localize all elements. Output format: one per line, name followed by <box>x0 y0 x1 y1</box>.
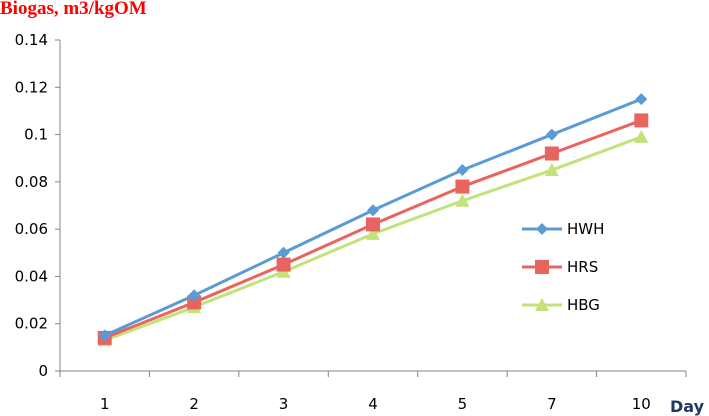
y-tick-label: 0.02 <box>15 315 48 333</box>
series-hwh <box>98 93 648 342</box>
x-tick-label: 7 <box>547 395 557 413</box>
data-point <box>634 129 649 143</box>
data-point <box>455 193 470 207</box>
legend-label: HWH <box>567 220 604 238</box>
data-point <box>188 289 201 302</box>
data-point <box>544 163 559 177</box>
data-point <box>187 295 202 310</box>
legend-item-hwh: HWH <box>522 220 604 238</box>
legend-item-hrs: HRS <box>522 258 598 276</box>
x-tick-label: 2 <box>189 395 199 413</box>
legend-marker <box>535 260 549 274</box>
data-point <box>634 113 649 128</box>
x-tick-label: 5 <box>458 395 468 413</box>
y-tick-label: 0 <box>38 362 48 380</box>
data-point <box>277 246 290 259</box>
y-tick-label: 0.14 <box>15 31 48 49</box>
data-point <box>545 128 558 141</box>
legend-marker <box>535 298 549 311</box>
x-tick-label: 1 <box>100 395 110 413</box>
y-tick-label: 0.08 <box>15 173 48 191</box>
x-tick-label: 4 <box>368 395 378 413</box>
data-point <box>544 146 559 161</box>
legend-label: HBG <box>567 296 600 314</box>
y-tick-label: 0.12 <box>15 78 48 96</box>
data-point <box>366 217 380 232</box>
series-line <box>104 97 642 337</box>
legend-marker <box>536 223 548 235</box>
data-point <box>276 257 291 272</box>
data-point <box>98 329 111 342</box>
x-tick-label: 10 <box>632 395 651 413</box>
data-point <box>456 164 469 177</box>
series-group <box>97 93 649 347</box>
series-hbg <box>97 129 649 347</box>
legend: HWH HRS HBG <box>522 220 604 314</box>
data-point <box>455 179 470 194</box>
y-tick-label: 0.1 <box>24 126 48 144</box>
data-point <box>366 226 380 240</box>
x-tick-label: 3 <box>279 395 289 413</box>
legend-item-hbg: HBG <box>522 296 600 314</box>
chart-title: Biogas, m3/kgOM <box>0 0 147 19</box>
y-tick-label: 0.06 <box>15 220 48 238</box>
y-tick-label: 0.04 <box>15 267 48 285</box>
axes: 0 0.02 0.04 0.06 0.08 0.1 0.12 0.14 1 2 3 4 5 7 10 <box>15 31 687 413</box>
x-axis-label: Day <box>670 397 705 416</box>
legend-label: HRS <box>567 258 598 276</box>
data-point <box>635 93 648 106</box>
series-hrs <box>97 113 649 345</box>
data-point <box>367 204 379 217</box>
